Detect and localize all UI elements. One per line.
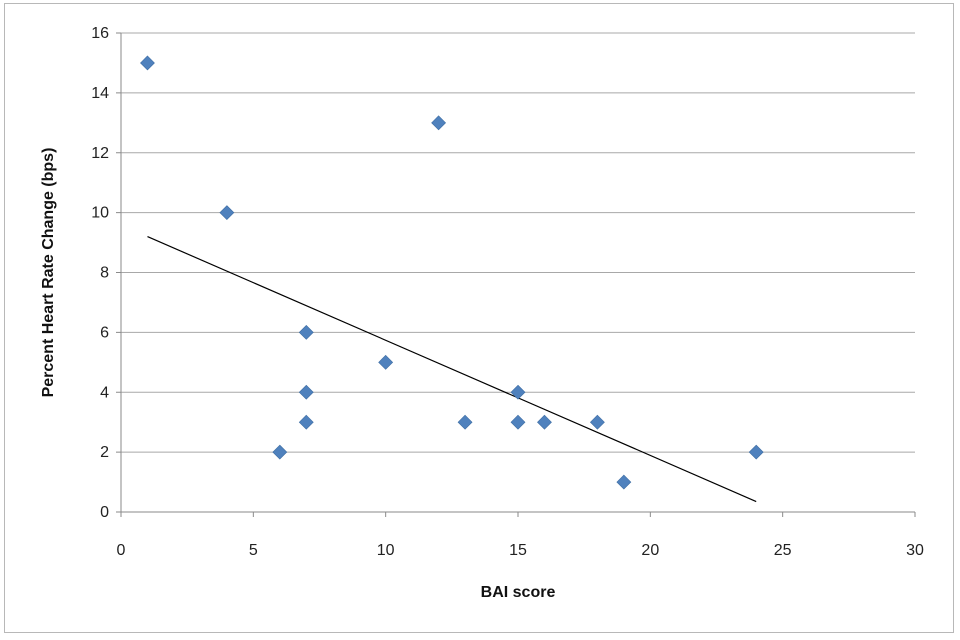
data-point xyxy=(298,414,314,430)
data-point xyxy=(510,384,526,400)
axes xyxy=(116,32,916,517)
y-tick-label: 12 xyxy=(91,145,109,162)
x-axis-title: BAI score xyxy=(481,584,556,601)
x-tick-label: 30 xyxy=(906,542,924,559)
data-point xyxy=(510,414,526,430)
y-tick-label: 16 xyxy=(91,25,109,42)
x-tick-label: 15 xyxy=(509,542,527,559)
data-point xyxy=(431,115,447,131)
chart-frame xyxy=(4,3,954,633)
y-tick-label: 0 xyxy=(100,504,109,521)
x-tick-label: 0 xyxy=(117,542,126,559)
data-point xyxy=(378,354,394,370)
x-tick-label: 25 xyxy=(774,542,792,559)
y-tick-label: 10 xyxy=(91,205,109,222)
x-tick-label: 20 xyxy=(641,542,659,559)
data-point xyxy=(537,414,552,430)
y-tick-label: 14 xyxy=(91,85,109,102)
y-tick-label: 6 xyxy=(100,324,109,341)
y-tick-labels: 0 2 4 6 8 10 12 14 16 xyxy=(91,25,109,521)
data-point xyxy=(219,205,235,221)
x-tick-label: 5 xyxy=(249,542,258,559)
data-point xyxy=(616,474,632,490)
y-tick-label: 8 xyxy=(100,265,109,282)
x-tick-labels: 0 5 10 15 20 25 30 xyxy=(117,542,924,559)
y-tick-label: 4 xyxy=(100,384,109,401)
data-points xyxy=(140,55,764,490)
trendline-group xyxy=(147,236,757,503)
trendline xyxy=(147,236,757,503)
data-point xyxy=(457,414,473,430)
x-tick-label: 10 xyxy=(377,542,395,559)
y-tick-label: 2 xyxy=(100,444,109,461)
data-point xyxy=(298,384,314,400)
data-point xyxy=(140,55,155,71)
data-point xyxy=(589,414,605,430)
data-point xyxy=(298,324,314,340)
data-point xyxy=(748,444,764,460)
gridlines xyxy=(121,32,915,453)
y-axis-title: Percent Heart Rate Change (bps) xyxy=(40,148,57,398)
data-point xyxy=(272,444,288,460)
